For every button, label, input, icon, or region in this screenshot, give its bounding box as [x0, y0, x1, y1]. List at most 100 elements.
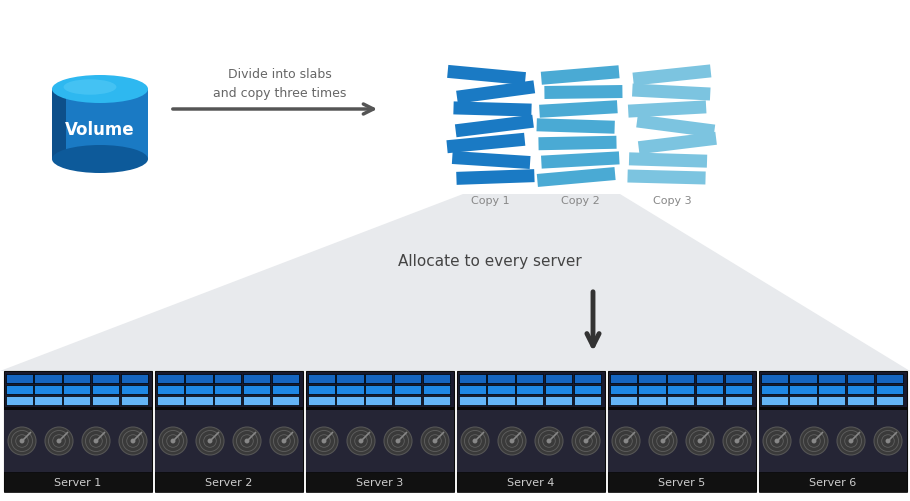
Ellipse shape [159, 427, 187, 455]
Text: Server 5: Server 5 [658, 477, 705, 487]
FancyBboxPatch shape [447, 66, 526, 86]
FancyBboxPatch shape [92, 396, 119, 405]
Ellipse shape [19, 439, 25, 443]
FancyBboxPatch shape [667, 374, 694, 383]
FancyBboxPatch shape [452, 152, 531, 170]
FancyBboxPatch shape [818, 396, 845, 405]
FancyBboxPatch shape [306, 410, 453, 472]
FancyBboxPatch shape [818, 374, 845, 383]
FancyBboxPatch shape [52, 90, 148, 160]
FancyBboxPatch shape [394, 385, 421, 394]
FancyBboxPatch shape [761, 374, 788, 383]
FancyBboxPatch shape [155, 407, 302, 410]
FancyBboxPatch shape [4, 472, 151, 492]
FancyBboxPatch shape [457, 472, 604, 492]
Ellipse shape [421, 427, 449, 455]
Text: Copy 2: Copy 2 [561, 195, 600, 205]
FancyBboxPatch shape [459, 396, 486, 405]
FancyBboxPatch shape [818, 385, 845, 394]
FancyBboxPatch shape [457, 407, 604, 410]
Polygon shape [0, 194, 910, 371]
Ellipse shape [774, 439, 780, 443]
Ellipse shape [432, 439, 438, 443]
FancyBboxPatch shape [539, 101, 618, 119]
FancyBboxPatch shape [337, 374, 364, 383]
FancyBboxPatch shape [629, 153, 707, 168]
Ellipse shape [281, 439, 287, 443]
FancyBboxPatch shape [638, 374, 665, 383]
Ellipse shape [45, 427, 73, 455]
FancyBboxPatch shape [447, 134, 525, 154]
FancyBboxPatch shape [759, 472, 906, 492]
Ellipse shape [52, 146, 148, 174]
Ellipse shape [535, 427, 563, 455]
FancyBboxPatch shape [696, 374, 723, 383]
FancyBboxPatch shape [5, 374, 33, 383]
FancyBboxPatch shape [875, 385, 903, 394]
Ellipse shape [8, 427, 36, 455]
FancyBboxPatch shape [92, 385, 119, 394]
Ellipse shape [52, 76, 148, 104]
FancyBboxPatch shape [608, 371, 755, 491]
FancyBboxPatch shape [608, 407, 755, 410]
FancyBboxPatch shape [4, 371, 151, 491]
Text: Server 1: Server 1 [54, 477, 101, 487]
FancyBboxPatch shape [456, 170, 534, 185]
FancyBboxPatch shape [394, 374, 421, 383]
FancyBboxPatch shape [394, 396, 421, 405]
Ellipse shape [723, 427, 751, 455]
Ellipse shape [130, 439, 136, 443]
Text: Copy 3: Copy 3 [652, 195, 692, 205]
FancyBboxPatch shape [789, 396, 816, 405]
Ellipse shape [734, 439, 740, 443]
FancyBboxPatch shape [544, 86, 622, 100]
FancyBboxPatch shape [457, 371, 604, 491]
FancyBboxPatch shape [608, 410, 755, 472]
Ellipse shape [64, 80, 116, 96]
FancyBboxPatch shape [155, 371, 302, 491]
FancyBboxPatch shape [155, 410, 302, 472]
Ellipse shape [623, 439, 629, 443]
FancyBboxPatch shape [537, 119, 615, 134]
Ellipse shape [583, 439, 589, 443]
Ellipse shape [310, 427, 338, 455]
FancyBboxPatch shape [157, 374, 184, 383]
FancyBboxPatch shape [610, 396, 637, 405]
Text: Allocate to every server: Allocate to every server [399, 254, 581, 269]
FancyBboxPatch shape [308, 396, 335, 405]
FancyBboxPatch shape [63, 396, 90, 405]
FancyBboxPatch shape [35, 396, 62, 405]
FancyBboxPatch shape [456, 81, 535, 104]
FancyBboxPatch shape [306, 371, 453, 491]
Ellipse shape [649, 427, 677, 455]
FancyBboxPatch shape [636, 115, 715, 138]
Ellipse shape [461, 427, 489, 455]
FancyBboxPatch shape [724, 396, 752, 405]
Ellipse shape [233, 427, 261, 455]
Ellipse shape [837, 427, 865, 455]
FancyBboxPatch shape [724, 385, 752, 394]
Ellipse shape [800, 427, 828, 455]
FancyBboxPatch shape [186, 396, 213, 405]
Ellipse shape [245, 439, 249, 443]
FancyBboxPatch shape [541, 152, 620, 169]
FancyBboxPatch shape [875, 374, 903, 383]
Ellipse shape [612, 427, 640, 455]
FancyBboxPatch shape [847, 385, 875, 394]
Ellipse shape [396, 439, 400, 443]
FancyBboxPatch shape [306, 407, 453, 410]
FancyBboxPatch shape [573, 385, 601, 394]
FancyBboxPatch shape [337, 396, 364, 405]
FancyBboxPatch shape [457, 410, 604, 472]
FancyBboxPatch shape [541, 66, 620, 86]
FancyBboxPatch shape [761, 385, 788, 394]
FancyBboxPatch shape [459, 374, 486, 383]
FancyBboxPatch shape [632, 84, 711, 101]
FancyBboxPatch shape [4, 410, 151, 472]
FancyBboxPatch shape [52, 90, 66, 160]
FancyBboxPatch shape [759, 371, 906, 491]
FancyBboxPatch shape [5, 385, 33, 394]
Ellipse shape [94, 439, 98, 443]
FancyBboxPatch shape [487, 396, 514, 405]
FancyBboxPatch shape [63, 374, 90, 383]
